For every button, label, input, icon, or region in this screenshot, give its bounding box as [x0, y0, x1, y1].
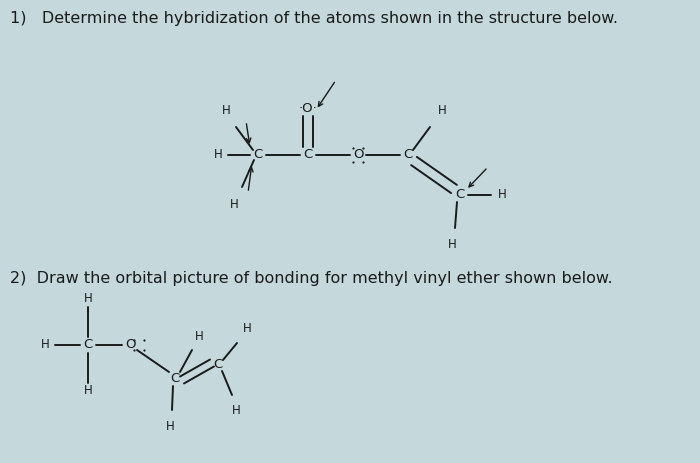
Text: H: H [41, 338, 50, 351]
Text: H: H [498, 188, 506, 201]
Text: H: H [447, 238, 456, 251]
Text: H: H [230, 199, 239, 212]
Text: C: C [303, 149, 313, 162]
Text: H: H [83, 293, 92, 306]
Text: O: O [353, 149, 363, 162]
Text: H: H [438, 105, 447, 118]
Text: H: H [243, 323, 251, 336]
Text: H: H [232, 405, 240, 418]
Text: 2)  Draw the orbital picture of bonding for methyl vinyl ether shown below.: 2) Draw the orbital picture of bonding f… [10, 270, 612, 286]
Text: ·O·: ·O· [299, 101, 317, 114]
Text: C: C [456, 188, 465, 201]
Text: H: H [195, 330, 204, 343]
Text: C: C [83, 338, 92, 351]
Text: H: H [83, 384, 92, 398]
Text: H: H [214, 149, 223, 162]
Text: C: C [403, 149, 412, 162]
Text: C: C [170, 371, 180, 384]
Text: H: H [222, 105, 230, 118]
Text: C: C [253, 149, 262, 162]
Text: 1)   Determine the hybridization of the atoms shown in the structure below.: 1) Determine the hybridization of the at… [10, 11, 618, 25]
Text: O: O [125, 338, 135, 351]
Text: C: C [214, 358, 223, 371]
Text: H: H [166, 419, 174, 432]
